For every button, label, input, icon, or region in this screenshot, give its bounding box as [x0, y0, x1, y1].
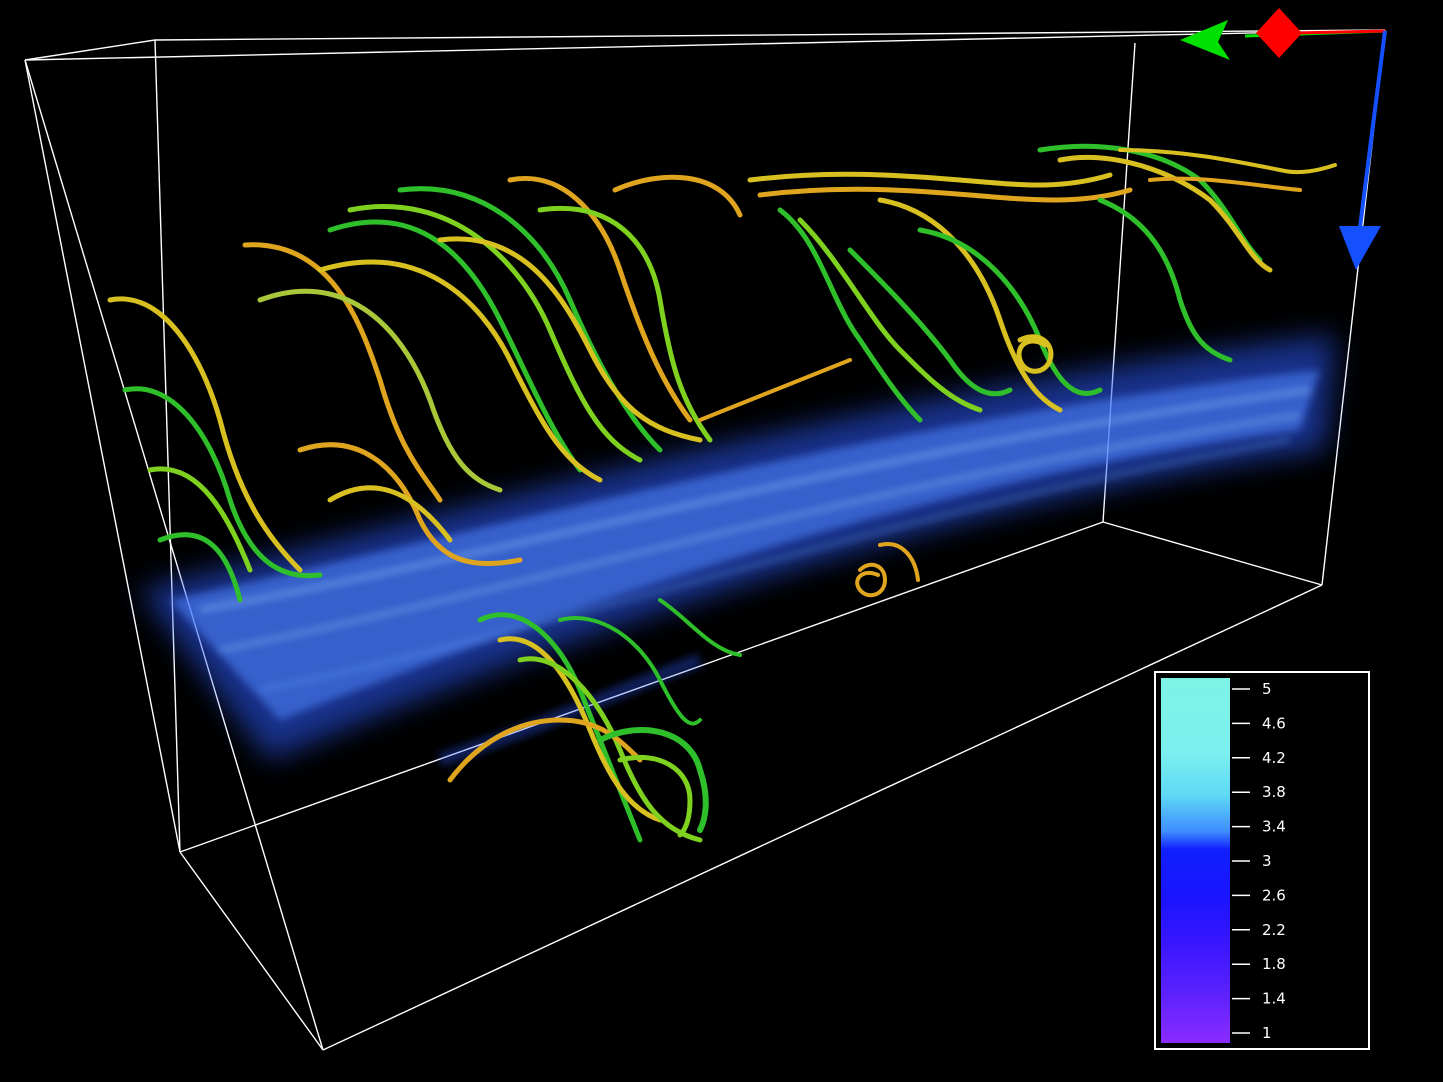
colorbar-tick-label: 4.6	[1262, 714, 1286, 732]
colorbar-tick-label: 1	[1262, 1024, 1272, 1042]
colorbar-tick-label: 1.4	[1262, 990, 1286, 1008]
colorbar-legend: 5 4.6 4.2 3.8 3.4 3 2.6 2.2 1.8 1.4 1	[1154, 671, 1370, 1050]
streamlines	[107, 143, 1337, 843]
colorbar-tick-label: 2.6	[1262, 886, 1286, 904]
colorbar-tick-label: 3.4	[1262, 818, 1286, 836]
colorbar-tick-label: 3.8	[1262, 783, 1286, 801]
colorbar-tick-label: 2.2	[1262, 921, 1286, 939]
colorbar-tick-label: 1.8	[1262, 955, 1286, 973]
colorbar-tick-label: 5	[1262, 680, 1272, 698]
colorbar-tick-label: 4.2	[1262, 749, 1286, 767]
axes-gizmo	[1180, 8, 1387, 270]
z-axis-arrow-icon	[1339, 226, 1381, 270]
colorbar-gradient	[1161, 678, 1230, 1043]
colorbar-ticks: 5 4.6 4.2 3.8 3.4 3 2.6 2.2 1.8 1.4 1	[1232, 680, 1286, 1042]
colorbar-tick-label: 3	[1262, 852, 1272, 870]
x-axis-marker-icon	[1256, 8, 1302, 58]
y-axis-arrow-icon	[1180, 20, 1230, 60]
